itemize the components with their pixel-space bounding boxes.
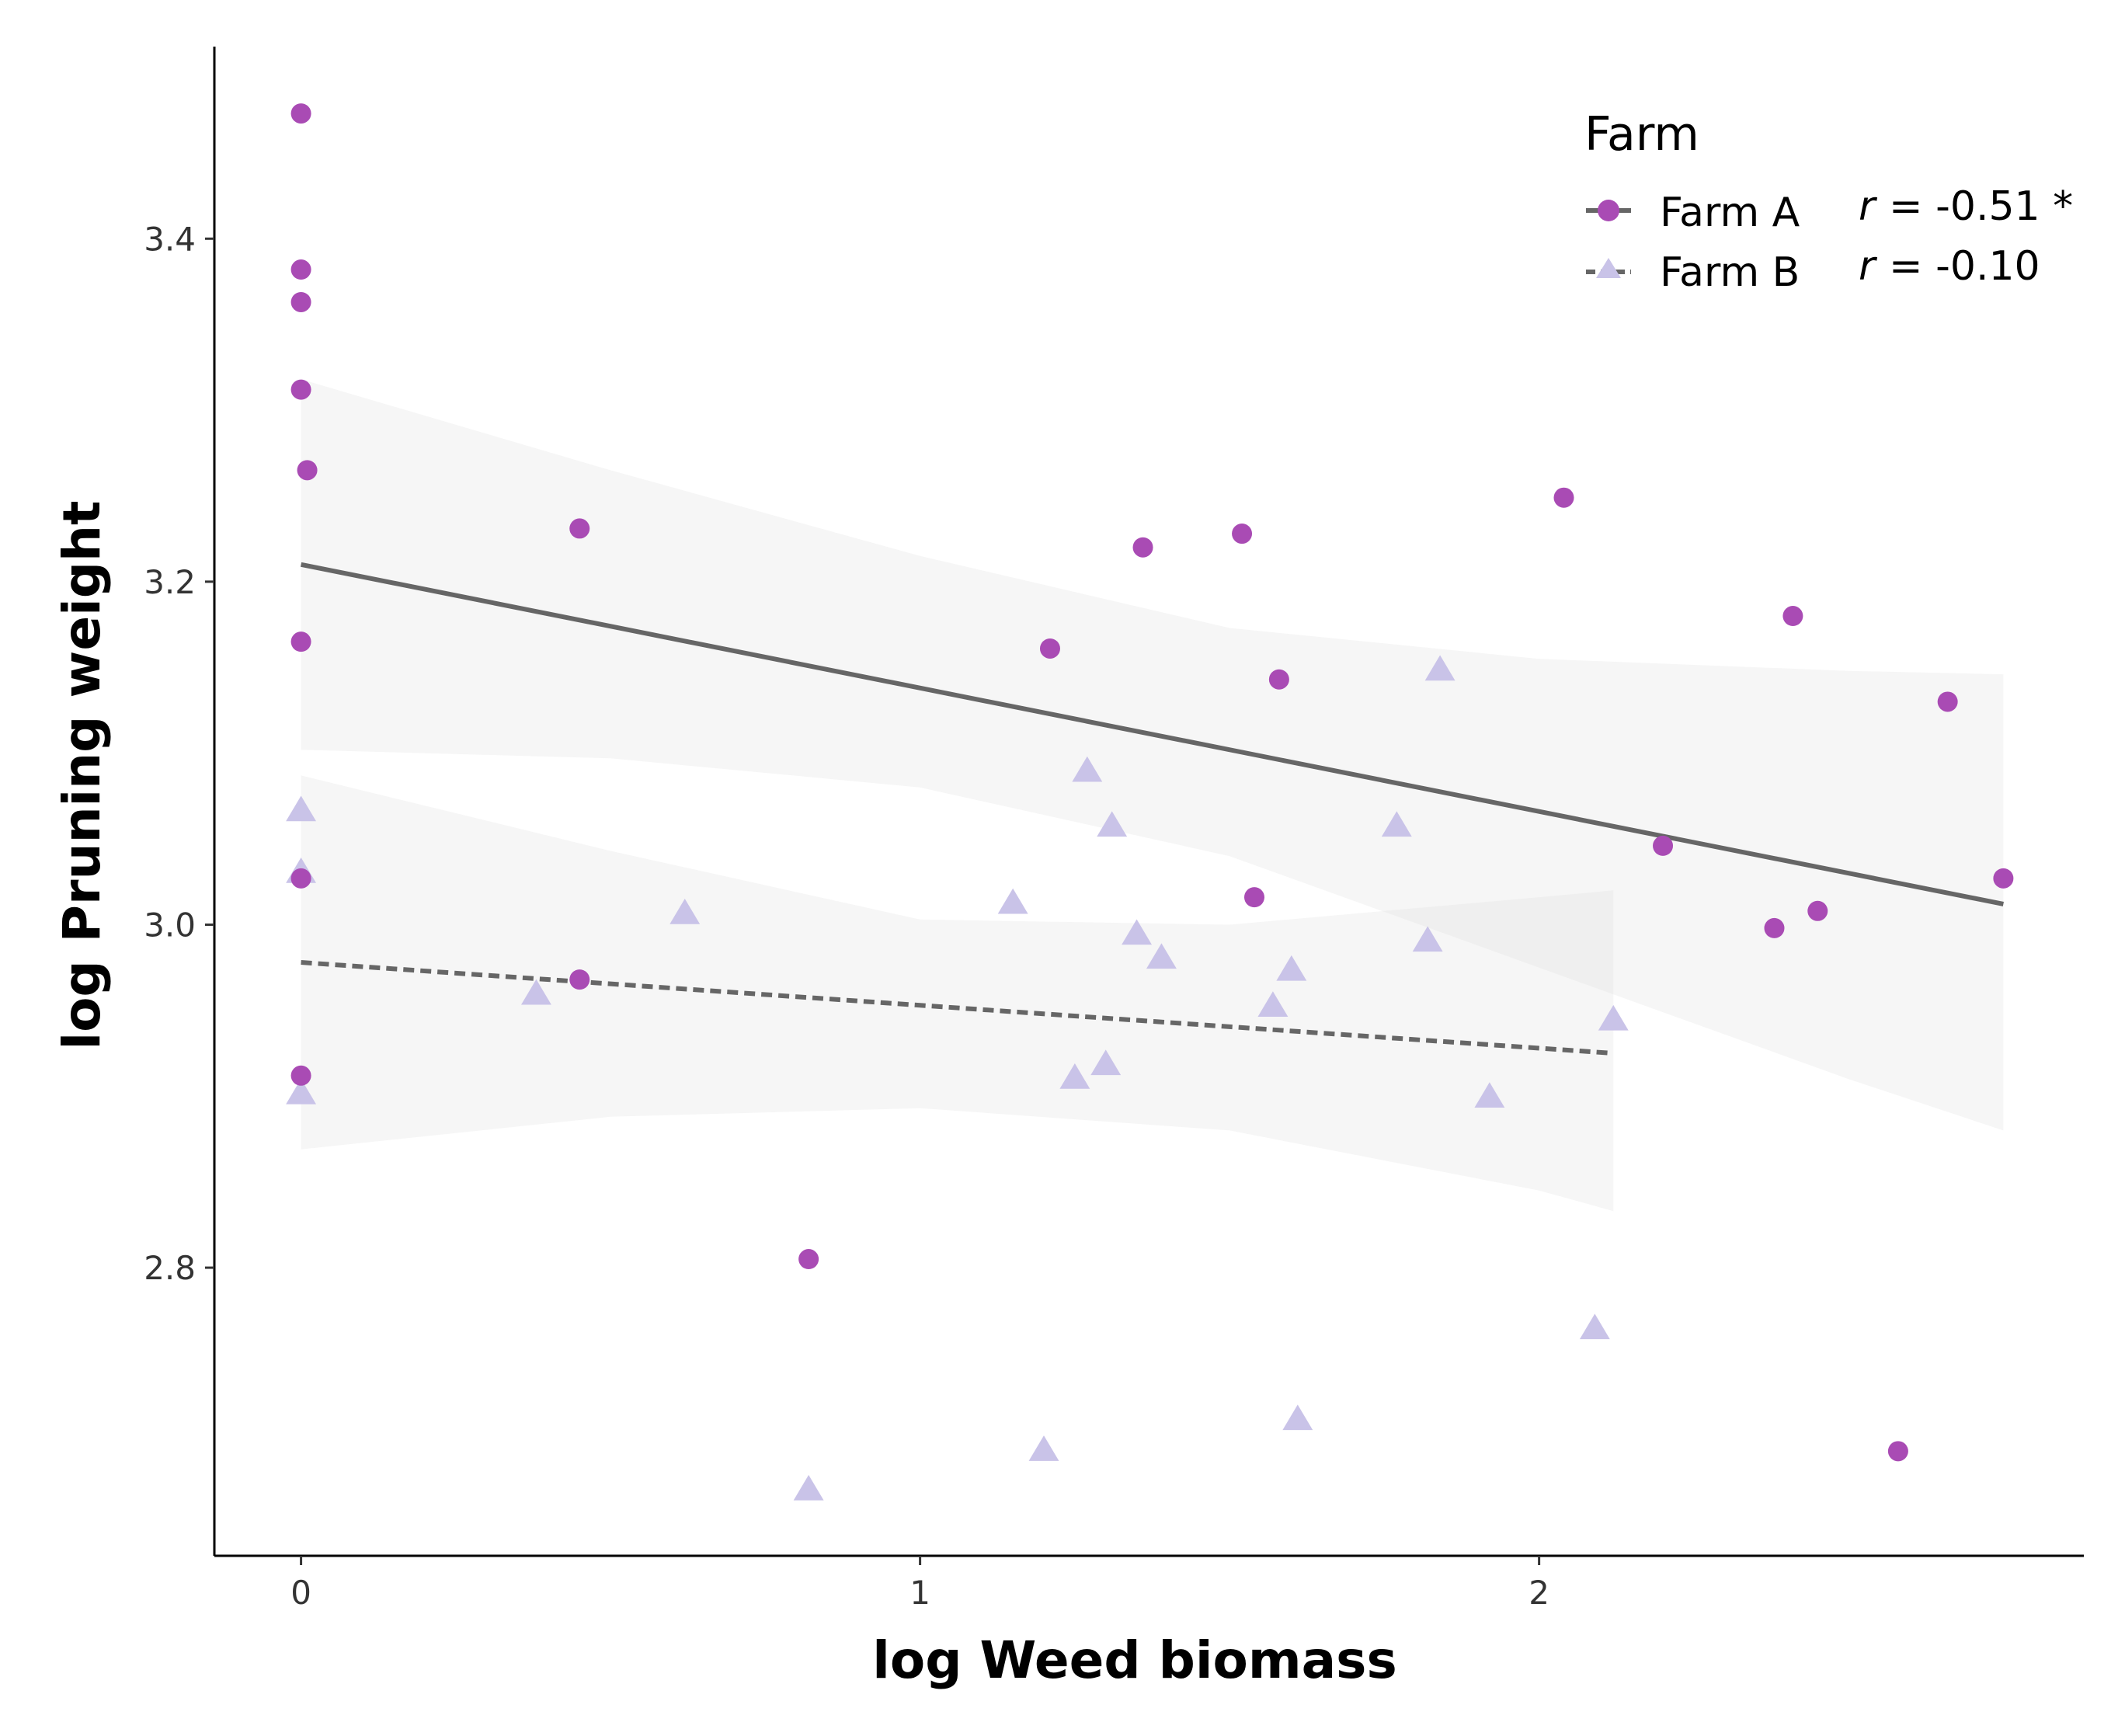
point-farm-a (1243, 887, 1264, 908)
legend-r-symbol-farm-b: r (1859, 243, 1878, 290)
point-farm-a (1553, 487, 1574, 508)
point-farm-b (793, 1474, 824, 1501)
y-tick-label: 3.2 (144, 563, 196, 601)
confidence-ribbons (301, 379, 2004, 1212)
point-farm-b (1276, 955, 1307, 981)
legend-title: Farm (1584, 107, 1699, 162)
point-farm-a (297, 460, 318, 481)
point-farm-b (1474, 1082, 1505, 1108)
point-farm-b (286, 795, 317, 822)
legend-label-farm-b: Farm B (1660, 249, 1800, 296)
x-tick-label: 0 (290, 1574, 311, 1612)
point-farm-b (286, 1078, 317, 1105)
point-farm-b (1257, 991, 1289, 1018)
point-farm-b (1072, 756, 1103, 782)
point-farm-a (1039, 638, 1060, 659)
point-farm-a (569, 518, 590, 539)
point-farm-b (1097, 811, 1128, 837)
point-farm-b (669, 899, 701, 924)
x-axis-label: log Weed biomass (872, 1630, 1396, 1690)
point-farm-a (569, 969, 590, 990)
point-farm-b (1424, 655, 1456, 681)
legend-r-symbol-farm-a: r (1859, 183, 1878, 230)
legend-r-value-farm-a: = -0.51 * (1889, 183, 2073, 230)
point-farm-a (798, 1249, 819, 1270)
point-farm-b (1381, 811, 1412, 837)
point-farm-a (1653, 835, 1674, 856)
regression-lines (300, 562, 2004, 1056)
point-farm-b (1412, 926, 1443, 952)
x-tick-label: 2 (1529, 1574, 1549, 1612)
legend-marker-farm-b (1596, 258, 1621, 278)
point-farm-b (1579, 1313, 1610, 1340)
point-farm-a (1993, 868, 2014, 889)
point-farm-a (290, 291, 311, 312)
point-farm-a (1268, 669, 1289, 690)
point-farm-a (290, 379, 311, 400)
y-axis-label: log Pruning weight (52, 500, 112, 1049)
data-points (286, 103, 2014, 1501)
legend-marker-farm-a (1598, 200, 1619, 221)
point-farm-b (1598, 1004, 1629, 1031)
fit-line-farm-b (301, 960, 1614, 1056)
point-farm-b (997, 888, 1028, 914)
point-farm-a (290, 631, 311, 652)
y-tick-label: 3.0 (144, 906, 196, 944)
ci-ribbon-farm-b (301, 775, 1614, 1212)
y-tick-label: 3.4 (144, 220, 196, 258)
point-farm-a (1937, 691, 1958, 712)
y-tick-label: 2.8 (144, 1249, 196, 1287)
point-farm-a (290, 1065, 311, 1086)
point-farm-b (1028, 1435, 1059, 1461)
point-farm-a (290, 103, 311, 124)
point-farm-b (521, 979, 551, 1005)
legend-r-value-farm-b: = -0.10 (1889, 243, 2040, 290)
legend: Farm Farm A r = -0.51 * Farm B r = -0.10 (1584, 107, 2073, 296)
point-farm-a (1807, 900, 1828, 921)
point-farm-b (1059, 1063, 1090, 1089)
point-farm-a (1887, 1441, 1908, 1462)
fit-line-farm-a (300, 562, 2004, 906)
legend-entry-farm-a: Farm A r = -0.51 * (1586, 183, 2073, 236)
point-farm-a (1232, 524, 1253, 544)
point-farm-a (290, 868, 311, 889)
y-axis-ticks: 2.8 3.0 3.2 3.4 (144, 220, 214, 1287)
point-farm-b (1282, 1404, 1313, 1431)
point-farm-b (1090, 1049, 1122, 1076)
legend-label-farm-a: Farm A (1660, 190, 1800, 236)
point-farm-a (1132, 537, 1153, 558)
point-farm-b (1146, 943, 1177, 969)
point-farm-b (1122, 919, 1152, 945)
legend-entry-farm-b: Farm B r = -0.10 (1586, 243, 2040, 296)
ci-ribbon-farm-a (301, 379, 2004, 1131)
x-axis-ticks: 0 1 2 (290, 1556, 1549, 1612)
point-farm-a (1764, 917, 1785, 938)
x-tick-label: 1 (909, 1574, 930, 1612)
point-farm-a (290, 259, 311, 280)
point-farm-a (1782, 606, 1803, 627)
